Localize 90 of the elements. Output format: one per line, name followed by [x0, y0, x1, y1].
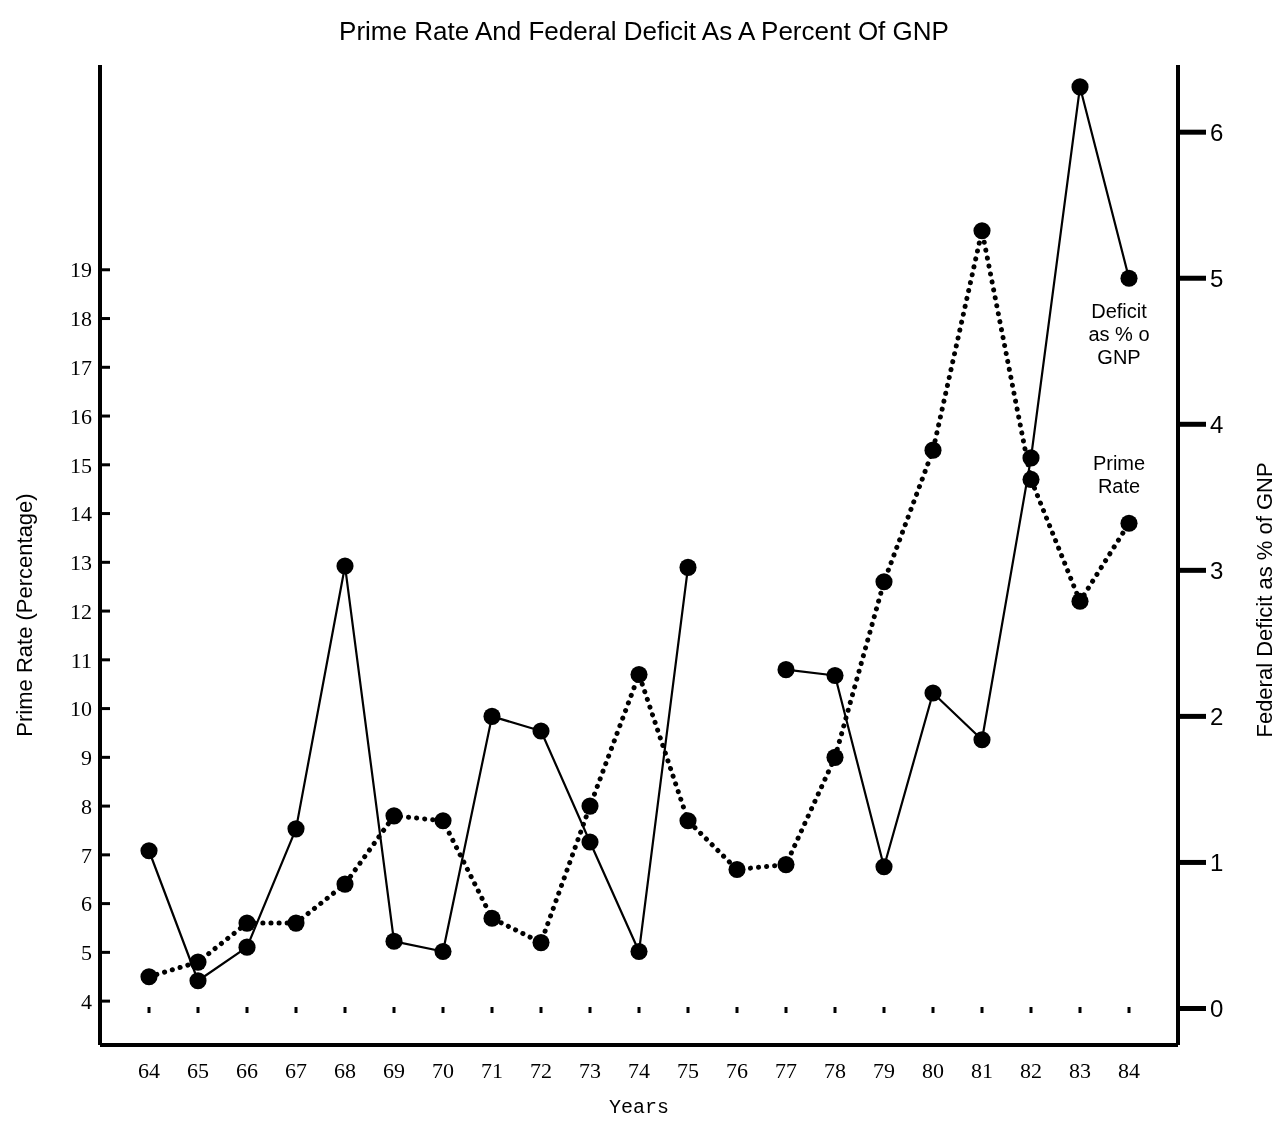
y-tick-label: 4 [81, 988, 92, 1014]
x-tick-label: 74 [628, 1058, 650, 1083]
y-tick-label: 7 [81, 842, 92, 868]
y2-tick-label: 0 [1210, 994, 1224, 1022]
point [532, 934, 550, 952]
y-tick-label: 19 [70, 257, 92, 283]
point [875, 858, 893, 876]
point [140, 842, 158, 860]
x-tick-label: 83 [1069, 1058, 1091, 1083]
point [238, 914, 256, 932]
point [483, 909, 501, 927]
x-axis-title: Years [608, 1096, 670, 1119]
y-tick-label: 17 [70, 354, 92, 380]
x-tick-label: 75 [677, 1058, 699, 1083]
y-tick-label: 16 [70, 403, 92, 429]
point [434, 812, 452, 830]
y-tick-label: 11 [70, 647, 92, 673]
series-label: Prime Rate [1092, 452, 1146, 498]
y-tick-label: 15 [70, 452, 92, 478]
x-tick-label: 84 [1118, 1058, 1140, 1083]
chart-title: Prime Rate And Federal Deficit As A Percent Of GNP [339, 16, 949, 46]
point [385, 807, 403, 825]
point [385, 932, 403, 950]
point [826, 666, 844, 685]
x-tick-label: 73 [579, 1058, 601, 1083]
y-tick-label: 8 [81, 793, 92, 819]
y-tick-label: 14 [70, 501, 92, 527]
point [434, 942, 452, 961]
point [581, 797, 599, 815]
y-tick-label: 12 [70, 598, 92, 624]
point [140, 968, 158, 986]
series-label: Deficit as % o GNP [1088, 300, 1150, 369]
y2-tick-label: 2 [1210, 702, 1224, 730]
point [336, 557, 354, 575]
point [1071, 78, 1089, 96]
point [679, 812, 697, 830]
y2-tick-label: 5 [1210, 264, 1224, 292]
y-tick-label: 13 [70, 550, 92, 576]
x-tick-label: 72 [530, 1058, 552, 1083]
point [679, 558, 697, 576]
x-tick-label: 64 [138, 1058, 160, 1083]
x-tick-label: 66 [236, 1058, 258, 1083]
x-tick-label: 81 [971, 1058, 993, 1083]
y-tick-label: 5 [81, 940, 92, 966]
y2-tick-label: 4 [1210, 410, 1224, 438]
point [924, 684, 942, 702]
point [238, 938, 256, 956]
x-tick-label: 77 [775, 1058, 797, 1083]
point [973, 731, 991, 749]
x-tick-label: 68 [334, 1058, 356, 1083]
point [924, 441, 942, 459]
y-tick-label: 6 [81, 891, 92, 917]
point [336, 875, 354, 893]
x-tick-label: 65 [187, 1058, 209, 1083]
point [630, 942, 648, 961]
x-tick-label: 76 [726, 1058, 748, 1083]
point [189, 953, 207, 971]
point [483, 707, 501, 725]
point [777, 661, 795, 679]
point [287, 914, 305, 932]
y-tick-label: 9 [81, 745, 92, 771]
x-tick-label: 78 [824, 1058, 846, 1083]
x-tick-label: 70 [432, 1058, 454, 1083]
y2-tick-label: 1 [1210, 848, 1224, 876]
x-tick-label: 79 [873, 1058, 895, 1083]
x-tick-label: 69 [383, 1058, 405, 1083]
point [1120, 269, 1138, 287]
point [1120, 514, 1138, 532]
y2-tick-label: 3 [1210, 556, 1224, 584]
x-tick-label: 80 [922, 1058, 944, 1083]
point [532, 722, 550, 740]
y-tick-label: 10 [70, 696, 92, 722]
point [630, 665, 648, 683]
point [973, 222, 991, 240]
x-tick-label: 71 [481, 1058, 503, 1083]
y-axis-title: Prime Rate (Percentage) [12, 493, 37, 737]
point [777, 856, 795, 874]
y2-tick-label: 6 [1210, 118, 1224, 146]
point [1022, 470, 1040, 488]
x-tick-label: 67 [285, 1058, 307, 1083]
point [581, 833, 599, 851]
point [826, 748, 844, 766]
point [875, 573, 893, 591]
point [1071, 592, 1089, 610]
point [287, 820, 305, 838]
point [728, 860, 746, 879]
y2-axis-title: Federal Deficit as % of GNP [1252, 462, 1277, 738]
x-tick-label: 82 [1020, 1058, 1042, 1083]
point [189, 972, 207, 990]
y-tick-label: 18 [70, 306, 92, 332]
